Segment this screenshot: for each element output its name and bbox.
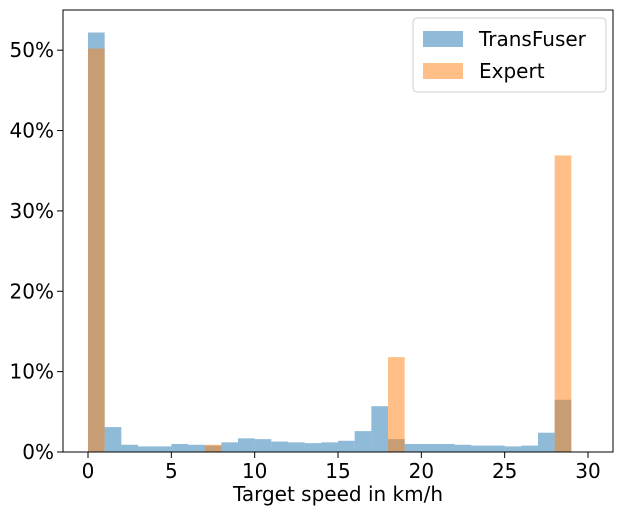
y-tick-label: 50% [10,38,54,62]
bar-transfuser-1 [104,427,122,452]
legend-label-expert: Expert [479,59,545,83]
x-tick-label: 25 [492,459,517,483]
legend-swatch-transfuser [423,31,463,47]
bar-transfuser-27 [538,432,555,452]
legend-label-transfuser: TransFuser [478,27,587,51]
bar-transfuser-14 [321,442,338,452]
bar-transfuser-6 [188,444,205,452]
bar-transfuser-25 [504,446,522,452]
x-tick-label: 5 [165,459,178,483]
bar-transfuser-3 [138,446,155,452]
legend-swatch-expert [423,63,463,79]
bar-transfuser-24 [488,445,505,452]
bar-transfuser-10 [254,439,272,452]
bar-transfuser-2 [121,444,138,452]
x-tick-label: 20 [409,459,434,483]
ticks-layer: 0 5 10 15 20 25 30 0% 10% 20% 30% 40% 50% [10,38,601,483]
y-tick-label: 40% [10,119,54,143]
bar-transfuser-19 [404,443,422,452]
bar-transfuser-13 [304,443,322,452]
bar-transfuser-11 [271,441,288,452]
bar-transfuser-5 [171,443,188,452]
x-tick-label: 0 [82,459,95,483]
legend: TransFuser Expert [412,17,607,93]
bar-transfuser-4 [154,446,172,452]
bar-transfuser-23 [471,445,488,452]
x-tick-label: 30 [575,459,600,483]
y-tick-label: 10% [10,360,54,384]
x-axis-label: Target speed in km/h [232,482,443,506]
x-tick-label: 15 [325,459,350,483]
bar-transfuser-17 [371,406,388,452]
bar-transfuser-21 [438,443,455,452]
bars-layer [88,32,572,452]
bar-transfuser-12 [288,442,305,452]
bar-transfuser-8 [221,442,238,452]
bar-transfuser-26 [521,445,538,452]
bar-transfuser-16 [354,431,372,452]
y-tick-label: 20% [10,279,54,303]
bar-transfuser-9 [238,438,255,452]
bar-transfuser-15 [338,440,355,452]
bar-expert-0 [88,48,105,452]
bar-expert-18 [388,357,405,452]
y-tick-label: 30% [10,199,54,223]
bar-expert-28 [554,155,572,452]
bar-expert-7 [204,444,222,452]
x-tick-label: 10 [242,459,267,483]
y-tick-label: 0% [22,440,54,464]
bar-transfuser-20 [421,443,438,452]
bar-transfuser-22 [454,444,472,452]
